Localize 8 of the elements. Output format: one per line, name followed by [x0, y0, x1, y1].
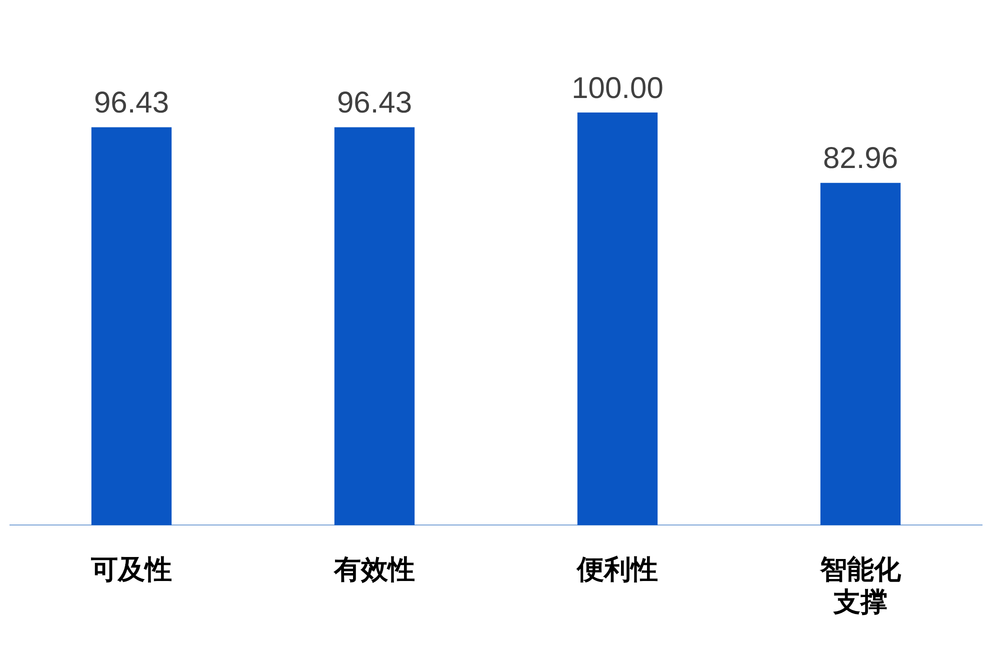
x-tick-label: 可及性	[90, 554, 172, 586]
x-tick-label: 有效性	[333, 554, 415, 586]
x-tick-label: 便利性	[576, 554, 658, 586]
data-label: 96.43	[94, 86, 170, 120]
data-label: 82.96	[822, 142, 898, 176]
data-label: 96.43	[336, 86, 412, 120]
data-label: 100.00	[572, 72, 664, 105]
x-tick-label: 智能化支撑	[819, 554, 902, 618]
